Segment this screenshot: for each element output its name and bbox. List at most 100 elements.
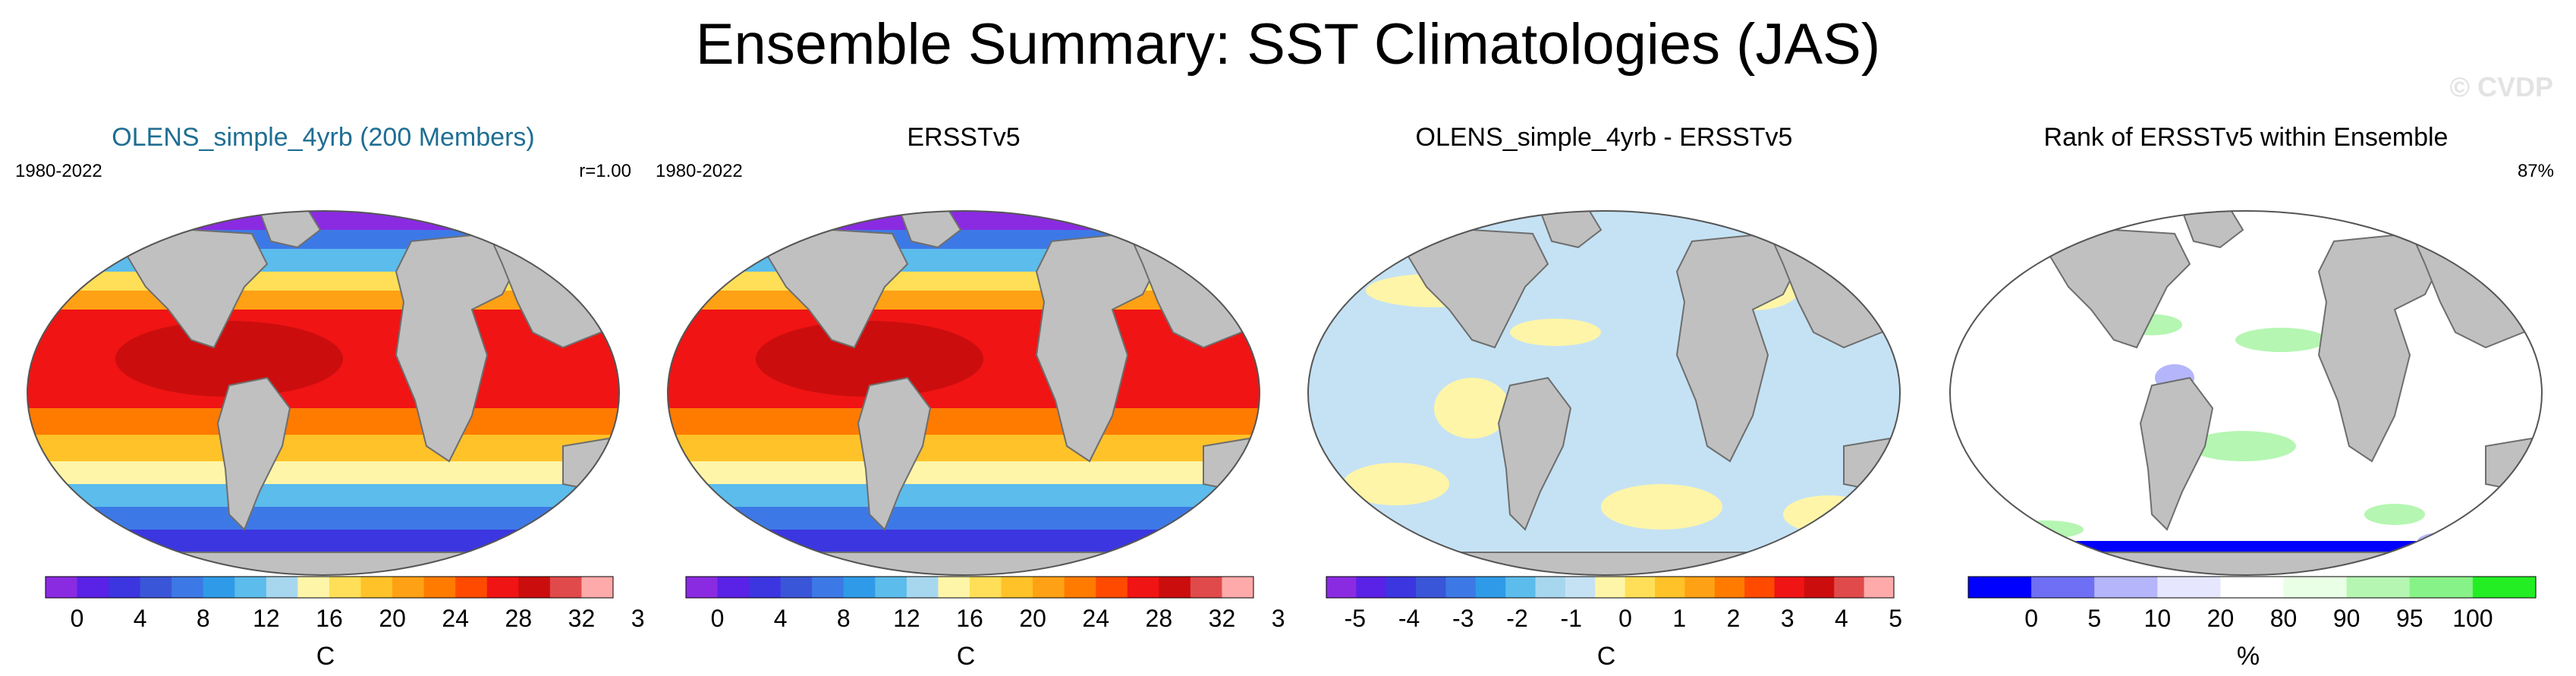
diff-positive-4: [1601, 484, 1722, 530]
colorbar-tick-label: 20: [379, 605, 406, 632]
map-rank: [1949, 210, 2543, 576]
sst-band-9: [668, 484, 1260, 507]
diff-background: [1308, 211, 1900, 575]
colorbar-tick-label: 32: [1209, 605, 1236, 632]
colorbar-tick-label: 16: [316, 605, 343, 632]
colorbar-tick-label: 8: [837, 605, 851, 632]
land-2: [1497, 376, 1572, 531]
colorbar-tick-label: -4: [1398, 605, 1420, 632]
colorbar-swatch: [1505, 577, 1536, 598]
colorbar-tick-label: 28: [505, 605, 533, 632]
colorbar-swatch: [297, 577, 330, 598]
colorbar-swatch: [266, 577, 298, 598]
panel-rank-percent: 87%: [2517, 161, 2554, 181]
map-outline: [1949, 210, 2543, 576]
colorbar-tick-label: 0: [71, 605, 84, 632]
colorbar-tick-label: 2: [1727, 605, 1741, 632]
colorbar-tick-label: 20: [2207, 605, 2235, 632]
colorbar-swatch: [1001, 577, 1033, 598]
land-5: [562, 437, 619, 493]
colorbar-tick-label: 24: [1082, 605, 1109, 632]
colorbar-swatch: [970, 577, 1002, 598]
rank-high-1: [2235, 328, 2326, 352]
colorbar-tick-label: 36: [631, 605, 645, 632]
panel-title: ERSSTv5: [907, 123, 1021, 152]
colorbar-swatch: [1445, 577, 1477, 598]
colorbar-swatch: [2094, 577, 2158, 598]
diff-positive-6: [1434, 378, 1510, 439]
colorbar-swatch: [1864, 577, 1895, 598]
colorbar-swatch: [486, 577, 519, 598]
colorbar-tick-label: 12: [253, 605, 280, 632]
colorbar-tick-label: 10: [2144, 605, 2172, 632]
colorbar-swatch: [1595, 577, 1626, 598]
colorbar-tick-label: 12: [893, 605, 920, 632]
sst-band-11: [27, 530, 619, 552]
colorbar-frame: [1967, 576, 2537, 599]
colorbar-tick-label: 0: [1618, 605, 1632, 632]
colorbar-tick-label: 0: [2024, 605, 2038, 632]
map-outline: [27, 210, 620, 576]
sst-band-0: [668, 211, 1260, 230]
colorbar-swatch: [1326, 577, 1357, 598]
sst-band-1: [27, 230, 619, 249]
colorbar-swatch: [518, 577, 551, 598]
watermark: © CVDP: [2449, 71, 2553, 102]
map-olens: [27, 210, 620, 576]
colorbar-swatch: [360, 577, 393, 598]
colorbar-swatch: [329, 577, 362, 598]
colorbar-swatch: [1416, 577, 1446, 598]
colorbar-tick-label: 5: [1889, 605, 1902, 632]
sst-band-0: [27, 211, 619, 230]
colorbar-tick-label: 4: [134, 605, 147, 632]
colorbar-swatch: [1535, 577, 1566, 598]
panel-title: OLENS_simple_4yrb (200 Members): [112, 123, 535, 152]
colorbar-swatch: [1386, 577, 1417, 598]
panel-olens: OLENS_simple_4yrb (200 Members) 1980-202…: [2, 121, 645, 675]
colorbar-tick-label: 0: [711, 605, 725, 632]
colorbar-swatch: [2346, 577, 2411, 598]
colorbar-swatch: [1159, 577, 1191, 598]
colorbar-tick-label: 100: [2452, 605, 2493, 632]
land-2: [2139, 376, 2214, 531]
panel-period: 1980-2022: [656, 161, 743, 181]
land-1: [898, 211, 962, 249]
colorbar-swatch: [686, 577, 719, 598]
diff-positive-5: [1783, 495, 1874, 533]
panel-correlation: r=1.00: [579, 161, 631, 181]
land-2: [857, 376, 932, 531]
colorbar-frame: [1326, 576, 1895, 599]
sst-band-9: [27, 484, 619, 507]
colorbar-swatch: [1714, 577, 1745, 598]
colorbar-tick-label: -3: [1452, 605, 1474, 632]
panel-period: 1980-2022: [15, 161, 102, 181]
warm-pool: [115, 321, 343, 397]
colorbar-swatch: [1565, 577, 1596, 598]
colorbar-swatch: [392, 577, 425, 598]
sst-band-7: [668, 435, 1260, 461]
land-1: [2181, 211, 2244, 249]
land-0: [2044, 228, 2191, 349]
rank-high-2: [2190, 431, 2296, 461]
sst-band-8: [668, 461, 1260, 484]
colorbar-tick-label: -5: [1345, 605, 1366, 632]
colorbar-swatch: [549, 577, 582, 598]
colorbar-swatch: [1968, 577, 2032, 598]
colorbar-tick-label: 1: [1672, 605, 1686, 632]
colorbar-unit: C: [957, 642, 976, 671]
sst-band-2: [27, 249, 619, 272]
panel-title: Rank of ERSSTv5 within Ensemble: [2043, 123, 2449, 152]
land-5: [1203, 437, 1260, 493]
land-1: [1539, 211, 1603, 249]
colorbar-frame: [685, 576, 1254, 599]
colorbar-swatch: [1834, 577, 1865, 598]
colorbar-swatch: [2283, 577, 2348, 598]
sst-band-2: [668, 249, 1260, 272]
colorbar-tick-label: -2: [1506, 605, 1527, 632]
colorbar-swatch: [1684, 577, 1716, 598]
panel-difference: OLENS_simple_4yrb - ERSSTv5 -5 -4 -3 -2 -1 0 1…: [1282, 121, 1926, 675]
colorbar-tick-label: 32: [568, 605, 596, 632]
colorbar-tick-label: 20: [1019, 605, 1046, 632]
map-outline: [1307, 210, 1901, 576]
colorbar-tick-label: 24: [442, 605, 469, 632]
